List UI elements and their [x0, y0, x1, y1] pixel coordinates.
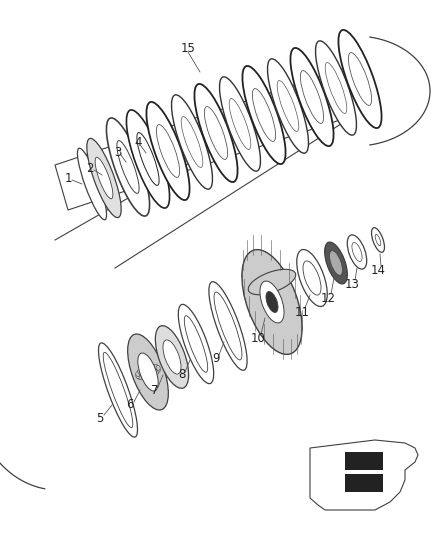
Ellipse shape	[277, 80, 299, 132]
Text: 14: 14	[371, 263, 385, 277]
Ellipse shape	[242, 249, 302, 354]
Ellipse shape	[163, 340, 181, 374]
Text: 5: 5	[96, 411, 104, 424]
Ellipse shape	[127, 110, 170, 208]
Ellipse shape	[127, 334, 168, 410]
Text: 13: 13	[345, 278, 360, 290]
Ellipse shape	[184, 316, 208, 372]
Text: 10: 10	[251, 332, 265, 344]
Polygon shape	[310, 440, 418, 510]
Ellipse shape	[352, 243, 362, 262]
Ellipse shape	[252, 88, 276, 141]
Ellipse shape	[248, 269, 296, 295]
Ellipse shape	[87, 139, 121, 217]
Ellipse shape	[209, 281, 247, 370]
Ellipse shape	[339, 30, 381, 128]
Ellipse shape	[172, 95, 212, 189]
Text: 4: 4	[134, 136, 142, 149]
Ellipse shape	[95, 157, 113, 199]
Ellipse shape	[371, 228, 385, 252]
Ellipse shape	[141, 367, 145, 372]
Ellipse shape	[229, 99, 251, 149]
Ellipse shape	[325, 62, 347, 114]
Text: 8: 8	[178, 368, 186, 382]
Text: 11: 11	[294, 305, 310, 319]
Ellipse shape	[214, 292, 242, 360]
Text: 2: 2	[86, 161, 94, 174]
Ellipse shape	[136, 374, 140, 378]
Ellipse shape	[219, 77, 261, 171]
Ellipse shape	[348, 53, 371, 106]
Text: 7: 7	[151, 384, 159, 397]
Ellipse shape	[154, 364, 158, 369]
Ellipse shape	[150, 364, 155, 369]
Text: 1: 1	[64, 172, 72, 184]
Ellipse shape	[260, 281, 284, 323]
Ellipse shape	[138, 375, 142, 380]
Ellipse shape	[375, 235, 381, 246]
Text: 12: 12	[321, 292, 336, 304]
Text: 9: 9	[212, 351, 220, 365]
Ellipse shape	[154, 370, 159, 375]
Ellipse shape	[178, 304, 214, 384]
Ellipse shape	[242, 66, 286, 164]
Ellipse shape	[138, 353, 158, 391]
Ellipse shape	[146, 365, 150, 370]
Ellipse shape	[181, 117, 203, 167]
Bar	[345, 474, 383, 492]
Ellipse shape	[99, 343, 138, 437]
Ellipse shape	[266, 292, 278, 312]
Ellipse shape	[155, 326, 189, 389]
Ellipse shape	[325, 242, 347, 284]
Ellipse shape	[136, 372, 140, 377]
Ellipse shape	[329, 251, 343, 276]
Ellipse shape	[117, 141, 139, 193]
Ellipse shape	[146, 374, 150, 379]
Ellipse shape	[290, 48, 334, 146]
Text: 6: 6	[126, 399, 134, 411]
Ellipse shape	[205, 107, 228, 159]
Ellipse shape	[78, 148, 106, 220]
Bar	[345, 452, 383, 470]
Ellipse shape	[268, 59, 308, 153]
Text: 15: 15	[180, 42, 195, 54]
Ellipse shape	[151, 372, 155, 377]
Ellipse shape	[141, 375, 146, 380]
Ellipse shape	[194, 84, 237, 182]
Ellipse shape	[297, 249, 327, 306]
Ellipse shape	[103, 352, 133, 427]
Ellipse shape	[300, 70, 324, 124]
Ellipse shape	[138, 369, 142, 374]
Ellipse shape	[156, 367, 160, 373]
Ellipse shape	[347, 235, 367, 269]
Ellipse shape	[146, 102, 190, 200]
Ellipse shape	[303, 261, 321, 295]
Ellipse shape	[137, 133, 159, 185]
Ellipse shape	[156, 366, 160, 370]
Text: 3: 3	[114, 146, 122, 158]
Ellipse shape	[106, 118, 149, 216]
Ellipse shape	[315, 41, 357, 135]
Ellipse shape	[156, 125, 180, 177]
